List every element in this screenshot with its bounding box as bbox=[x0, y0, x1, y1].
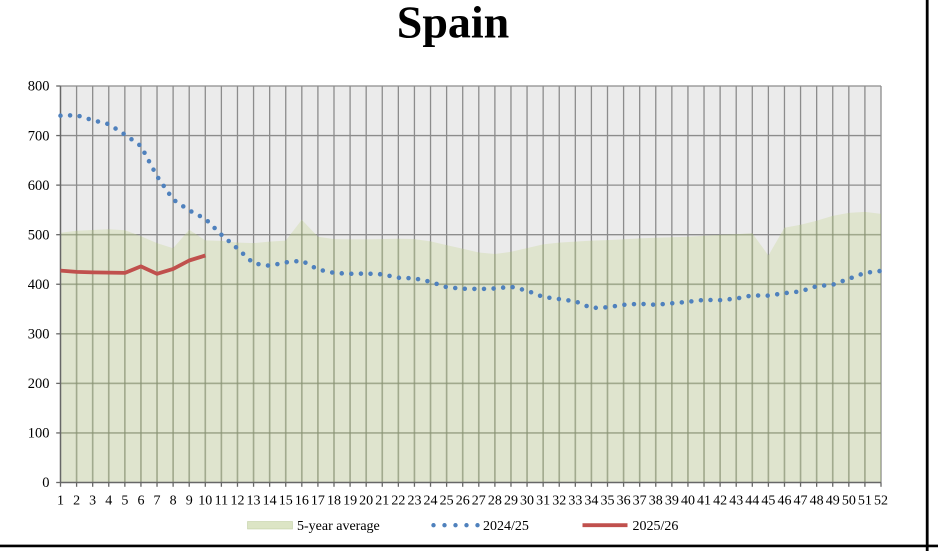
svg-text:42: 42 bbox=[713, 494, 727, 509]
svg-text:35: 35 bbox=[601, 494, 615, 509]
svg-text:25: 25 bbox=[440, 494, 454, 509]
svg-text:23: 23 bbox=[407, 494, 421, 509]
svg-text:33: 33 bbox=[568, 494, 582, 509]
svg-text:800: 800 bbox=[28, 79, 50, 95]
svg-text:51: 51 bbox=[858, 494, 872, 509]
svg-text:49: 49 bbox=[826, 494, 840, 509]
svg-text:5: 5 bbox=[121, 494, 128, 509]
svg-text:22: 22 bbox=[391, 494, 405, 509]
svg-text:700: 700 bbox=[28, 128, 50, 144]
svg-text:26: 26 bbox=[456, 494, 470, 509]
svg-text:27: 27 bbox=[472, 494, 486, 509]
svg-text:7: 7 bbox=[154, 494, 161, 509]
svg-text:100: 100 bbox=[28, 426, 50, 442]
svg-text:9: 9 bbox=[186, 494, 193, 509]
svg-text:41: 41 bbox=[697, 494, 711, 509]
svg-text:14: 14 bbox=[263, 494, 277, 509]
svg-text:16: 16 bbox=[295, 494, 309, 509]
svg-text:52: 52 bbox=[874, 494, 888, 509]
svg-text:2: 2 bbox=[73, 494, 80, 509]
svg-text:1: 1 bbox=[57, 494, 64, 509]
svg-text:34: 34 bbox=[584, 494, 598, 509]
svg-text:4: 4 bbox=[105, 494, 112, 509]
svg-text:8: 8 bbox=[170, 494, 177, 509]
svg-text:43: 43 bbox=[729, 494, 743, 509]
svg-text:50: 50 bbox=[842, 494, 856, 509]
svg-text:400: 400 bbox=[28, 277, 50, 293]
svg-text:3: 3 bbox=[89, 494, 96, 509]
svg-text:40: 40 bbox=[681, 494, 695, 509]
svg-text:29: 29 bbox=[504, 494, 518, 509]
svg-text:2025/26: 2025/26 bbox=[633, 519, 679, 534]
svg-text:Spain: Spain bbox=[397, 0, 510, 47]
svg-text:15: 15 bbox=[279, 494, 293, 509]
svg-text:28: 28 bbox=[488, 494, 502, 509]
svg-text:32: 32 bbox=[552, 494, 566, 509]
svg-text:24: 24 bbox=[424, 494, 438, 509]
svg-text:48: 48 bbox=[810, 494, 824, 509]
svg-text:37: 37 bbox=[633, 494, 647, 509]
svg-text:39: 39 bbox=[665, 494, 679, 509]
svg-text:0: 0 bbox=[42, 475, 49, 491]
svg-text:19: 19 bbox=[343, 494, 357, 509]
svg-text:38: 38 bbox=[649, 494, 663, 509]
svg-text:31: 31 bbox=[536, 494, 550, 509]
svg-text:45: 45 bbox=[761, 494, 775, 509]
svg-text:30: 30 bbox=[520, 494, 534, 509]
svg-text:20: 20 bbox=[359, 494, 373, 509]
svg-text:500: 500 bbox=[28, 227, 50, 243]
svg-text:21: 21 bbox=[375, 494, 389, 509]
svg-text:18: 18 bbox=[327, 494, 341, 509]
svg-text:600: 600 bbox=[28, 178, 50, 194]
svg-text:17: 17 bbox=[311, 494, 325, 509]
svg-text:44: 44 bbox=[745, 494, 759, 509]
svg-text:47: 47 bbox=[794, 494, 808, 509]
svg-text:5-year average: 5-year average bbox=[297, 519, 380, 534]
svg-text:6: 6 bbox=[137, 494, 144, 509]
svg-text:12: 12 bbox=[230, 494, 244, 509]
svg-text:46: 46 bbox=[777, 494, 791, 509]
svg-text:2024/25: 2024/25 bbox=[483, 519, 529, 534]
svg-text:36: 36 bbox=[617, 494, 631, 509]
svg-text:200: 200 bbox=[28, 376, 50, 392]
svg-text:11: 11 bbox=[215, 494, 228, 509]
svg-text:300: 300 bbox=[28, 327, 50, 343]
svg-text:10: 10 bbox=[198, 494, 212, 509]
svg-text:13: 13 bbox=[247, 494, 261, 509]
